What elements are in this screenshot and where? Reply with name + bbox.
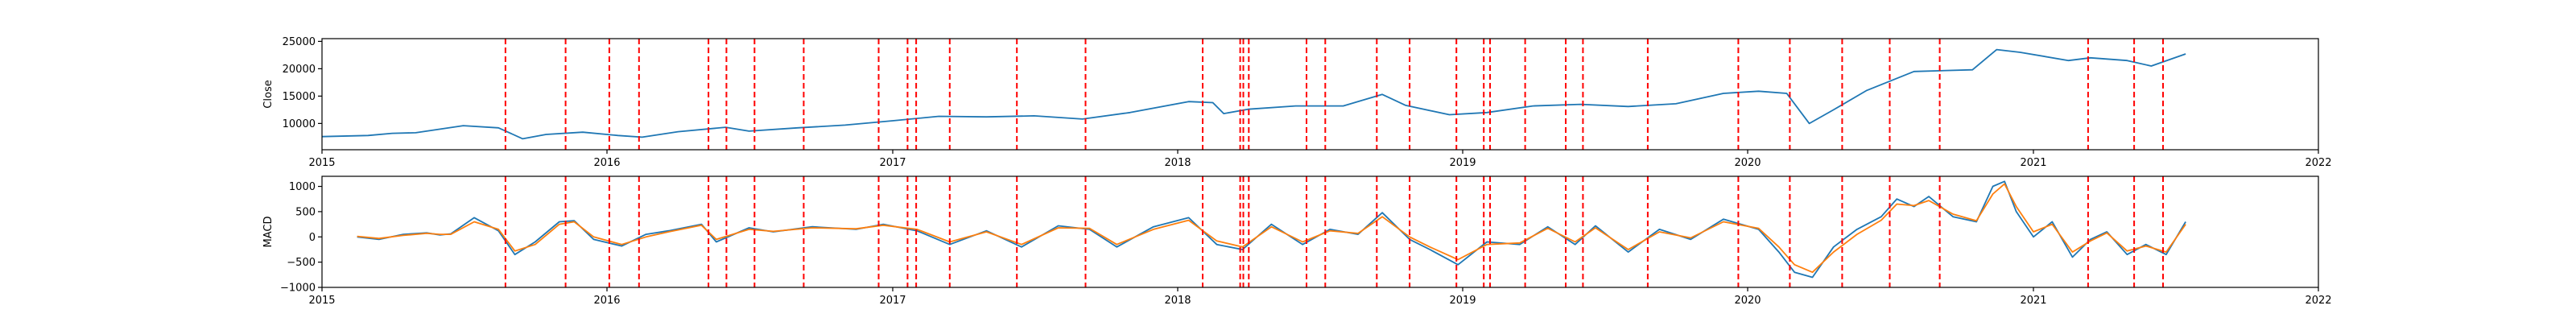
close-y-tick-label: 15000 (283, 91, 316, 103)
macd-series-line-0 (357, 180, 2186, 279)
macd-y-axis-label: MACD (262, 217, 275, 248)
close-x-tick-label: 2015 (308, 157, 335, 169)
close-x-tick-label: 2018 (1164, 157, 1191, 169)
close-x-tick-label: 2022 (2305, 157, 2331, 169)
close-x-tick-label: 2017 (879, 157, 906, 169)
macd-x-tick-label: 2016 (593, 295, 620, 307)
macd-x-tick-label: 2018 (1164, 295, 1191, 307)
close-series-line-0 (322, 48, 2186, 140)
macd-panel: 2015 2016 2017 2018 2019 2020 2021 2022 −1000 −50… (262, 175, 2332, 307)
macd-x-tick-label: 2019 (1449, 295, 1476, 307)
macd-axes-frame (321, 175, 2319, 288)
macd-y-tick-label: 0 (309, 232, 316, 244)
macd-x-tick-label: 2020 (1734, 295, 1761, 307)
macd-y-tick-label: 500 (295, 206, 316, 218)
macd-y-tick-label: −1000 (280, 283, 316, 295)
close-x-tick-label: 2016 (593, 157, 620, 169)
close-x-tick-label: 2019 (1449, 157, 1476, 169)
macd-y-tick-label: 1000 (289, 181, 316, 193)
close-x-tick-label: 2021 (2020, 157, 2046, 169)
macd-x-tick-label: 2015 (308, 295, 335, 307)
close-panel: 2015 2016 2017 2018 2019 2020 2021 2022 10000 150… (262, 36, 2332, 169)
macd-series-line-1 (357, 183, 2186, 274)
close-x-tick-label: 2020 (1734, 157, 1761, 169)
close-y-tick-label: 20000 (283, 64, 316, 76)
close-y-axis-label: Close (262, 80, 275, 108)
close-plot-area (322, 39, 2186, 150)
macd-plot-area (357, 176, 2186, 287)
close-axes-frame (321, 38, 2319, 151)
macd-x-tick-label: 2022 (2305, 295, 2331, 307)
macd-y-tick-label: −500 (287, 257, 316, 269)
close-y-tick-label: 25000 (283, 36, 316, 48)
close-y-tick-label: 10000 (283, 118, 316, 130)
macd-x-tick-label: 2017 (879, 295, 906, 307)
macd-x-tick-label: 2021 (2020, 295, 2046, 307)
